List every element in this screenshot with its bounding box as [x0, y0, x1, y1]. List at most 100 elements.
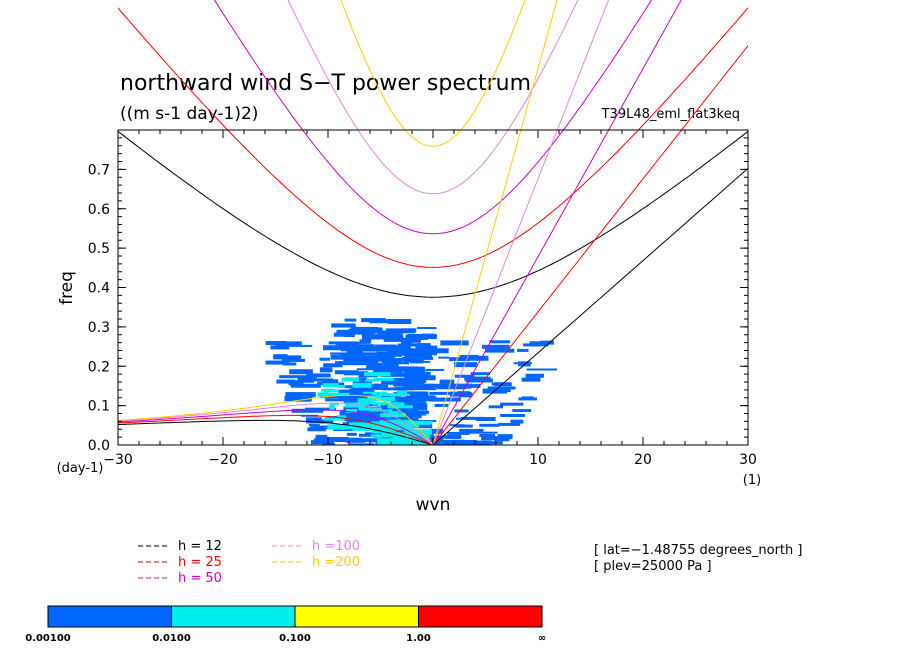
x-tick-label: 0	[429, 452, 438, 468]
power-cell	[309, 424, 320, 427]
power-cell	[513, 362, 532, 365]
power-cell	[458, 441, 471, 445]
power-cell	[475, 417, 496, 422]
kelvin-curve	[432, 0, 682, 445]
power-cell	[459, 354, 479, 359]
power-cell	[395, 407, 428, 411]
gravity-curve	[118, 7, 748, 268]
power-cell	[393, 384, 407, 387]
power-cell	[420, 360, 431, 363]
power-cell	[344, 402, 365, 408]
colorbar-label-4: ∞	[538, 633, 546, 644]
power-cell	[310, 440, 334, 445]
power-cell	[301, 378, 334, 382]
kelvin-curve	[432, 167, 748, 445]
power-cell	[343, 357, 373, 362]
power-cell	[329, 404, 335, 410]
power-cell	[358, 414, 370, 418]
power-cell	[401, 343, 420, 346]
dispersion-curve-4	[118, 0, 558, 445]
power-cell	[364, 372, 391, 377]
power-cell	[439, 379, 455, 385]
power-cell	[341, 377, 358, 382]
power-cell	[479, 423, 500, 427]
power-cell	[403, 338, 421, 343]
power-cell	[323, 363, 343, 368]
power-cell	[405, 421, 431, 425]
power-cell	[365, 432, 388, 435]
colorbar-box-0	[47, 605, 172, 628]
power-cell	[305, 417, 322, 422]
power-cell	[362, 355, 387, 359]
power-cell	[488, 405, 504, 409]
dispersion-curve-3	[118, 0, 610, 445]
colorbar-label-3: 1.00	[406, 633, 431, 644]
dispersion-curve-2	[118, 0, 682, 445]
power-cell	[344, 371, 369, 376]
power-cell	[457, 440, 477, 443]
power-cell	[377, 422, 389, 427]
power-cell	[500, 413, 526, 417]
x-tick-label: −30	[103, 452, 133, 468]
power-cell	[500, 402, 524, 406]
units-label: ((m s-1 day-1)2)	[120, 104, 258, 124]
power-cell	[364, 393, 375, 397]
power-cell	[352, 361, 379, 366]
power-cell	[357, 398, 374, 404]
info-plev: [ plev=25000 Pa ]	[594, 559, 712, 574]
power-cell	[384, 397, 416, 402]
power-cell	[380, 438, 402, 443]
rossby-curve	[118, 394, 434, 445]
colorbar-label-0: 0.00100	[25, 633, 71, 644]
kelvin-curve	[432, 0, 610, 445]
power-cell	[356, 368, 383, 371]
power-cell	[325, 398, 356, 402]
colorbar: 0.00100 0.0100 0.100 1.00 ∞	[25, 605, 546, 644]
y-tick-label: 0.7	[88, 162, 110, 178]
x-tick-label: −20	[208, 452, 238, 468]
power-cell	[335, 361, 358, 366]
power-cell	[447, 431, 470, 435]
power-cell	[435, 442, 466, 445]
power-cell	[422, 383, 449, 388]
power-cell	[411, 366, 425, 371]
rossby-curve	[118, 402, 434, 445]
x-tick-label: −10	[313, 452, 343, 468]
power-cell	[425, 368, 445, 371]
power-cell	[512, 409, 531, 413]
power-cell	[333, 429, 360, 432]
power-cell	[411, 433, 418, 438]
power-cell	[380, 403, 394, 407]
power-cell	[352, 380, 372, 384]
power-cell	[386, 415, 397, 420]
power-cell	[406, 414, 422, 419]
power-cell	[332, 424, 339, 428]
power-cell	[343, 344, 374, 348]
power-cell	[408, 404, 428, 408]
power-cell	[405, 396, 437, 402]
rossby-curve	[118, 419, 434, 445]
power-cell	[401, 379, 427, 383]
power-cell	[350, 352, 363, 356]
power-cell	[415, 373, 429, 378]
power-cell	[365, 358, 388, 361]
power-cell	[354, 424, 374, 430]
gravity-curve	[118, 130, 748, 298]
legend-label-0: h = 12	[178, 539, 222, 554]
power-cell	[350, 330, 375, 335]
power-cell	[282, 362, 297, 366]
power-cell	[413, 440, 420, 445]
power-cell	[380, 439, 390, 444]
y-tick-label: 0.1	[88, 399, 110, 415]
power-cell	[337, 394, 367, 400]
power-cell	[367, 417, 383, 422]
power-cell	[388, 411, 400, 414]
rossby-curve	[118, 414, 434, 445]
power-cell	[424, 348, 449, 354]
power-cell	[285, 393, 314, 398]
colorbar-box-2	[294, 605, 419, 628]
power-cell	[304, 407, 337, 411]
power-cell	[367, 416, 400, 421]
power-cell	[336, 329, 358, 334]
power-cell	[321, 388, 334, 392]
